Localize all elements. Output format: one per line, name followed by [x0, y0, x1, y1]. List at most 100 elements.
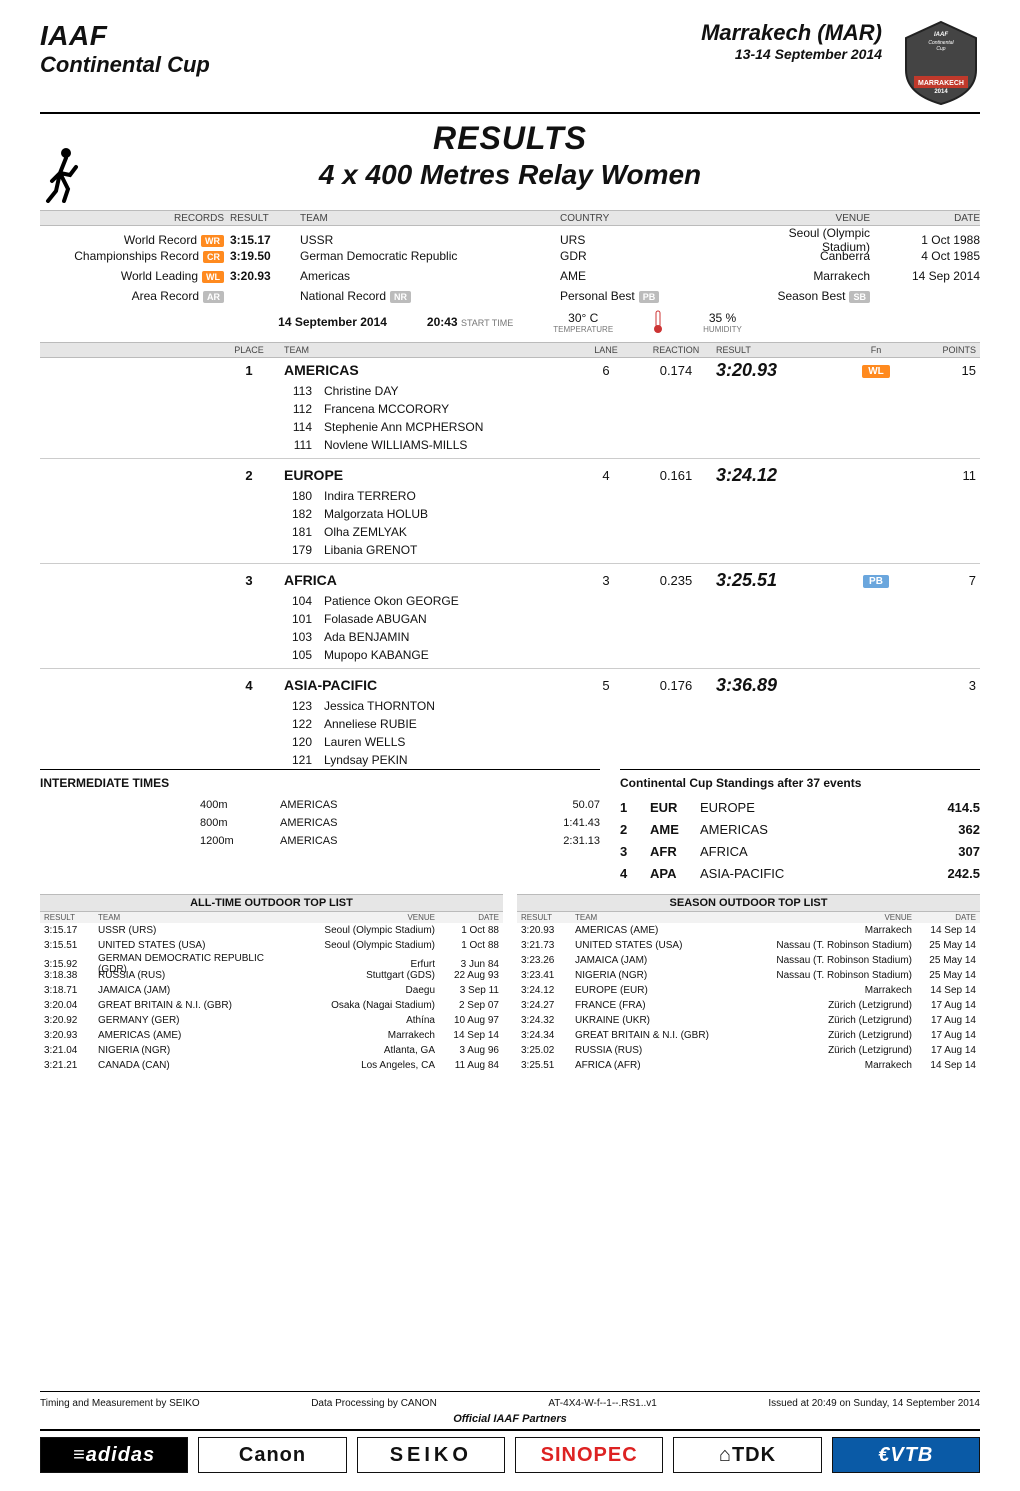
- footer-sponsors: Official IAAF Partners ≡adidas Canon SEI…: [40, 1413, 980, 1473]
- athlete-bib: 105: [282, 648, 312, 662]
- cond-start-label: START TIME: [461, 318, 513, 328]
- list-venue: Nassau (T. Robinson Stadium): [762, 940, 912, 951]
- svg-text:Cup: Cup: [936, 46, 945, 52]
- athlete-name: Jessica THORNTON: [324, 699, 435, 713]
- records-row: Area RecordARNational RecordNRPersonal B…: [40, 286, 980, 306]
- record-label: Championships Record: [74, 249, 199, 263]
- athlete-bib: 181: [282, 525, 312, 539]
- season-title: SEASON OUTDOOR TOP LIST: [517, 894, 980, 912]
- list-venue: Seoul (Olympic Stadium): [285, 940, 435, 951]
- athlete-name: Libania GRENOT: [324, 543, 417, 557]
- list-row: 3:23.41NIGERIA (NGR)Nassau (T. Robinson …: [517, 968, 980, 983]
- athlete-bib: 122: [282, 717, 312, 731]
- list-result: 3:24.27: [521, 1000, 575, 1011]
- list-result: 3:15.51: [44, 940, 98, 951]
- fn-badge: PB: [863, 575, 889, 588]
- athlete-row: 113Christine DAY: [282, 382, 980, 400]
- record-team: Americas: [300, 269, 350, 283]
- list-date: 3 Sep 11: [435, 985, 499, 996]
- season-head-result: RESULT: [521, 913, 575, 922]
- season-head-venue: VENUE: [762, 913, 912, 922]
- list-result: 3:20.92: [44, 1015, 98, 1026]
- list-row: 3:20.93AMERICAS (AME)Marrakech14 Sep 14: [40, 1028, 503, 1043]
- athlete-bib: 180: [282, 489, 312, 503]
- list-row: 3:21.21CANADA (CAN)Los Angeles, CA11 Aug…: [40, 1058, 503, 1073]
- list-row: 3:20.04GREAT BRITAIN & N.I. (GBR)Osaka (…: [40, 998, 503, 1013]
- sponsor-vtb: €VTB: [832, 1437, 980, 1473]
- cond-hum: 35 %: [703, 311, 742, 325]
- list-date: 2 Sep 07: [435, 1000, 499, 1011]
- partners-title: Official IAAF Partners: [40, 1413, 980, 1425]
- sponsor-seiko: SEIKO: [357, 1437, 505, 1473]
- standings-name: AMERICAS: [700, 822, 910, 837]
- header: IAAF Continental Cup Marrakech (MAR) 13-…: [0, 0, 1020, 110]
- standings-row: 1EUREUROPE414.5: [620, 796, 980, 818]
- list-venue: Seoul (Olympic Stadium): [285, 925, 435, 936]
- athlete-bib: 112: [282, 402, 312, 416]
- standings-points: 242.5: [910, 866, 980, 881]
- res-head-lane: LANE: [576, 345, 636, 355]
- athlete-bib: 182: [282, 507, 312, 521]
- team-points: 7: [916, 573, 976, 588]
- athlete-name: Patience Okon GEORGE: [324, 594, 459, 608]
- list-date: 14 Sep 14: [912, 925, 976, 936]
- athletes-list: 113Christine DAY112Francena MCCORORY114S…: [282, 382, 980, 454]
- athlete-name: Lauren WELLS: [324, 735, 405, 749]
- standings-rank: 1: [620, 800, 650, 815]
- list-result: 3:24.34: [521, 1030, 575, 1041]
- inter-dist: 400m: [200, 799, 280, 811]
- meet-city: Marrakech (MAR): [701, 20, 882, 46]
- list-team: CANADA (CAN): [98, 1060, 285, 1071]
- record-country: GDR: [560, 249, 760, 263]
- athlete-name: Olha ZEMLYAK: [324, 525, 407, 539]
- list-team: GREAT BRITAIN & N.I. (GBR): [575, 1030, 762, 1041]
- record-country: Personal BestPB: [560, 289, 760, 303]
- list-row: 3:21.73UNITED STATES (USA)Nassau (T. Rob…: [517, 938, 980, 953]
- inter-time: 1:41.43: [520, 817, 600, 829]
- list-venue: Erfurt: [285, 959, 435, 970]
- team-fn: WL: [836, 362, 916, 378]
- list-team: UNITED STATES (USA): [575, 940, 762, 951]
- team-row: 3AFRICA30.2353:25.51PB7: [40, 568, 980, 592]
- list-date: 17 Aug 14: [912, 1045, 976, 1056]
- conditions-row: 14 September 2014 20:43 START TIME 30° C…: [40, 310, 980, 334]
- list-row: 3:21.04NIGERIA (NGR)Atlanta, GA3 Aug 96: [40, 1043, 503, 1058]
- team-row: 2EUROPE40.1613:24.1211: [40, 463, 980, 487]
- inter-team: AMERICAS: [280, 835, 460, 847]
- athlete-row: 103Ada BENJAMIN: [282, 628, 980, 646]
- team-separator: [40, 458, 980, 459]
- athlete-name: Indira TERRERO: [324, 489, 416, 503]
- athlete-row: 114Stephenie Ann MCPHERSON: [282, 418, 980, 436]
- list-row: 3:24.27FRANCE (FRA)Zürich (Letzigrund)17…: [517, 998, 980, 1013]
- list-result: 3:20.93: [521, 925, 575, 936]
- standings-points: 307: [910, 844, 980, 859]
- svg-text:MARRAKECH: MARRAKECH: [918, 80, 964, 87]
- athlete-row: 181 Olha ZEMLYAK: [282, 523, 980, 541]
- list-venue: Marrakech: [762, 985, 912, 996]
- records-head-result: RESULT: [230, 213, 300, 224]
- all-time-list: ALL-TIME OUTDOOR TOP LIST RESULT TEAM VE…: [40, 894, 503, 1073]
- records-row: Championships RecordCR3:19.50German Demo…: [40, 246, 980, 266]
- footer-issued: Issued at 20:49 on Sunday, 14 September …: [768, 1398, 980, 1409]
- list-result: 3:24.12: [521, 985, 575, 996]
- athlete-row: 104Patience Okon GEORGE: [282, 592, 980, 610]
- sponsor-sinopec: SINOPEC: [515, 1437, 663, 1473]
- list-row: 3:24.32UKRAINE (UKR)Zürich (Letzigrund)1…: [517, 1013, 980, 1028]
- team-result: 3:25.51: [716, 570, 836, 591]
- team-lane: 3: [576, 573, 636, 588]
- results-header-row: PLACE TEAM LANE REACTION RESULT Fn POINT…: [40, 342, 980, 358]
- athlete-name: Lyndsay PEKIN: [324, 753, 408, 767]
- team-place: 1: [214, 363, 284, 378]
- list-team: UKRAINE (UKR): [575, 1015, 762, 1026]
- list-date: 1 Oct 88: [435, 940, 499, 951]
- res-head-result: RESULT: [716, 345, 836, 355]
- header-right: Marrakech (MAR) 13-14 September 2014 MAR…: [701, 20, 980, 106]
- record-country: URS: [560, 233, 760, 247]
- record-badge: CR: [203, 251, 224, 263]
- athlete-name: Christine DAY: [324, 384, 398, 398]
- list-venue: Zürich (Letzigrund): [762, 1000, 912, 1011]
- standings-row: 2AMEAMERICAS362: [620, 818, 980, 840]
- footer-meta: Timing and Measurement by SEIKO Data Pro…: [40, 1391, 980, 1409]
- athlete-bib: 114: [282, 420, 312, 434]
- standings-points: 414.5: [910, 800, 980, 815]
